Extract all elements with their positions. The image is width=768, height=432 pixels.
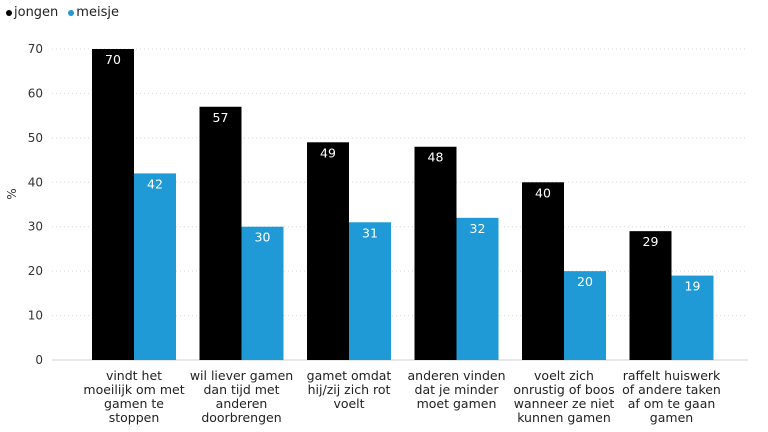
x-tick-label: raffelt huiswerk of andere taken af om t… xyxy=(622,368,721,425)
data-label-jongen: 49 xyxy=(320,145,336,160)
bar-jongen xyxy=(522,182,564,360)
bar-meisje xyxy=(349,222,391,360)
bar-meisje xyxy=(456,217,499,360)
data-label-meisje: 32 xyxy=(470,221,486,236)
data-label-jongen: 70 xyxy=(105,52,121,67)
data-label-meisje: 20 xyxy=(577,274,593,289)
y-tick-label: 30 xyxy=(28,220,43,234)
data-label-jongen: 40 xyxy=(535,185,551,200)
x-tick-label: anderen vinden dat je minder moet gamen xyxy=(407,368,506,411)
bar-meisje xyxy=(671,275,714,360)
data-label-meisje: 31 xyxy=(362,225,378,240)
data-label-jongen: 29 xyxy=(643,234,659,249)
y-axis-label: % xyxy=(5,188,19,199)
y-tick-label: 40 xyxy=(28,175,43,189)
bar-jongen xyxy=(629,231,672,360)
bar-jongen xyxy=(92,49,134,360)
bar-jongen xyxy=(307,142,349,360)
data-label-meisje: 19 xyxy=(685,279,701,294)
legend: jongen meisje xyxy=(6,5,119,20)
y-tick-label: 10 xyxy=(28,309,43,323)
bar-jongen xyxy=(199,106,242,360)
data-label-meisje: 30 xyxy=(255,230,271,245)
y-tick-label: 50 xyxy=(28,131,43,145)
legend-item-jongen: jongen xyxy=(6,5,58,20)
x-tick-label: vindt het moeilijk om met gamen te stopp… xyxy=(83,368,185,425)
x-tick-label: wil liever gamen dan tijd met anderen do… xyxy=(189,368,294,425)
y-tick-label: 0 xyxy=(35,353,43,367)
legend-item-meisje: meisje xyxy=(68,5,119,20)
legend-label-jongen: jongen xyxy=(14,5,59,20)
x-tick-label: voelt zich onrustig of boos wanneer ze n… xyxy=(513,368,615,425)
bar-meisje xyxy=(134,173,176,360)
y-tick-label: 20 xyxy=(28,264,43,278)
bar-meisje xyxy=(241,226,284,360)
bar-jongen xyxy=(414,146,457,360)
legend-marker-meisje xyxy=(68,9,75,16)
data-label-jongen: 48 xyxy=(428,150,444,165)
bar-meisje xyxy=(564,271,606,360)
x-tick-label: gamet omdat hij/zij zich rot voelt xyxy=(306,368,392,411)
legend-label-meisje: meisje xyxy=(76,5,119,20)
legend-marker-jongen xyxy=(6,9,12,16)
data-label-jongen: 57 xyxy=(213,110,229,125)
y-tick-label: 60 xyxy=(28,86,43,100)
data-label-meisje: 42 xyxy=(147,176,163,191)
y-tick-label: 70 xyxy=(28,42,43,56)
